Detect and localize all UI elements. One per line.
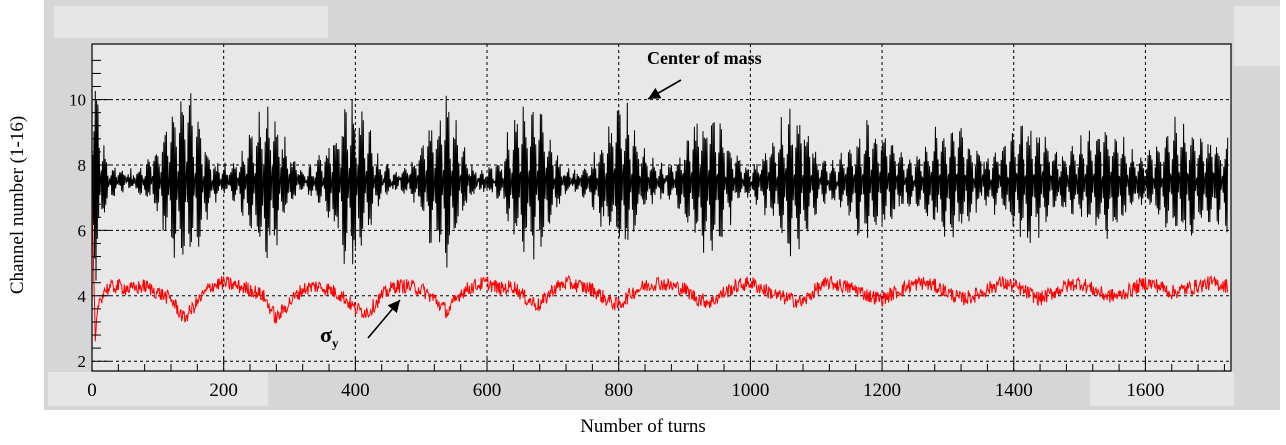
x-tick-label: 1000: [731, 380, 769, 401]
y-tick-label: 2: [78, 352, 87, 371]
x-tick-label: 400: [341, 380, 370, 401]
frame-block-bottom-left: [48, 372, 268, 406]
x-tick-label: 1400: [995, 380, 1033, 401]
annotation-layer: [367, 79, 682, 339]
frame-block-bottom-right: [1090, 372, 1234, 406]
series-line-sigma-y: [91, 198, 1229, 342]
sigma-subscript: y: [331, 335, 339, 351]
series-layer: [91, 90, 1229, 342]
x-tick-label: 0: [87, 380, 97, 401]
sigma-y-arrow-head: [387, 300, 400, 314]
plot-area: [92, 44, 1231, 371]
x-tick-label: 1200: [863, 380, 901, 401]
y-tick-label: 8: [78, 156, 87, 175]
y-tick-label: 4: [78, 287, 87, 306]
y-tick-label: 10: [69, 91, 86, 110]
x-tick-label: 200: [209, 380, 238, 401]
x-tick-label: 800: [604, 380, 633, 401]
y-tick-label: 6: [78, 221, 87, 240]
sigma-y-annotation: σy: [320, 322, 338, 351]
x-tick-label: 1600: [1126, 380, 1164, 401]
x-tick-label: 600: [473, 380, 502, 401]
series-line-center-of-mass: [91, 90, 1229, 281]
plot-border: [91, 43, 1232, 372]
center-of-mass-arrow-head: [648, 87, 662, 99]
x-axis-label: Number of turns: [580, 416, 706, 437]
center-of-mass-annotation: Center of mass: [647, 48, 762, 68]
frame-block-top-left: [54, 6, 328, 38]
plot-background: [92, 44, 1231, 371]
axes-layer: 2 4 6 8 10 0 200 400 600 800 1000 1200 1400 1600: [69, 43, 1232, 401]
sigma-symbol: σ: [320, 322, 332, 347]
y-axis-label-text: Channel number (1-16): [7, 115, 28, 295]
y-axis-label: Channel number (1-16): [4, 40, 32, 370]
frame-block-right: [1234, 6, 1280, 66]
